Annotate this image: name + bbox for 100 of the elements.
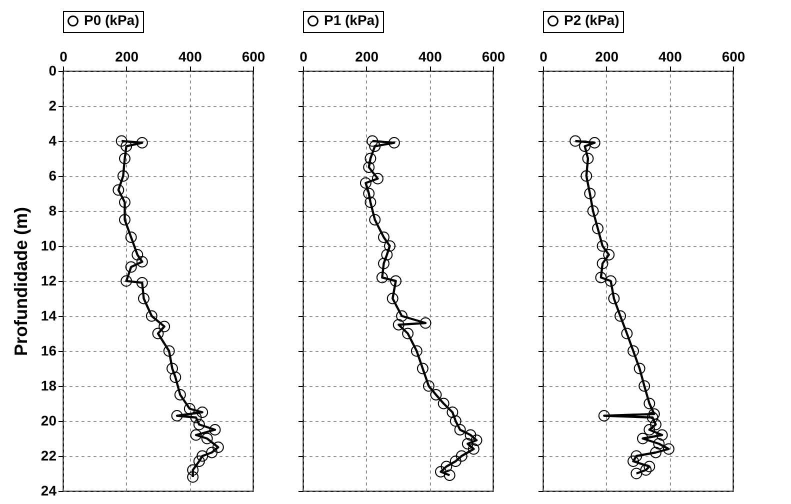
point [444,470,456,481]
point [193,456,205,467]
x-tick-label: 600 [722,48,746,64]
point [363,188,375,200]
point [171,410,183,422]
x-tick-label: 0 [300,48,308,64]
point [158,320,170,332]
legend-label: P2 (kPa) [564,12,620,28]
legend-label: P0 (kPa) [84,12,140,28]
point [644,460,656,472]
y-tick-label: 8 [48,202,57,218]
point [662,443,674,455]
point [628,345,639,357]
y-tick-label: 20 [40,412,57,428]
point [360,177,372,189]
point [152,328,164,340]
point [630,450,642,462]
point [376,272,388,284]
point [440,460,452,472]
point [598,410,610,422]
x-tick-label: 200 [115,48,139,64]
point [119,214,130,226]
point [634,362,646,374]
point [378,258,390,270]
point [410,345,422,357]
point [201,432,213,444]
y-tick-label: 24 [40,482,57,498]
point [621,328,633,340]
point [125,232,137,243]
point [422,380,434,392]
point [136,137,148,148]
point [438,398,450,410]
point [212,442,224,453]
point [116,135,128,147]
point [396,310,408,322]
x-tick-label: 400 [658,48,682,64]
point [386,292,398,304]
point [196,406,208,418]
x-tick-label: 0 [60,48,68,64]
point [119,152,130,164]
point [614,310,626,322]
x-tick-label: 400 [178,48,202,64]
point [381,249,393,260]
point [190,412,202,424]
point [656,429,668,441]
point [193,418,205,430]
point [450,415,462,427]
point [637,432,648,444]
point [592,222,604,234]
point [582,152,594,164]
point [184,403,196,414]
point [120,275,132,287]
point [470,434,482,446]
y-tick-label: 14 [40,308,57,324]
point [595,272,607,284]
y-tick-label: 18 [40,378,57,394]
point [119,196,130,208]
point [603,249,615,260]
x-tick-label: 400 [418,48,442,64]
point [630,468,642,480]
y-tick-label: 16 [40,342,57,358]
y-tick-label: 22 [40,448,57,464]
point [390,275,402,287]
point [464,429,476,441]
x-tick-label: 0 [540,48,548,64]
point [570,135,582,147]
point [644,398,656,410]
legend-label: P1 (kPa) [324,12,380,28]
point [416,362,428,374]
point [388,137,400,148]
point [402,328,414,340]
point [608,292,620,304]
point [430,389,442,400]
point [596,240,608,252]
point [638,380,650,392]
x-tick-label: 600 [482,48,506,64]
point [462,438,474,450]
point [190,429,202,441]
point [596,258,608,270]
point [454,424,466,436]
point [456,450,468,462]
point [112,184,124,196]
point [136,277,148,288]
point [166,362,178,374]
point [392,319,404,330]
point [196,450,208,462]
point [146,310,158,322]
point [580,170,592,182]
point [132,249,144,260]
point [446,406,458,418]
point [163,345,175,357]
point [364,152,376,164]
x-tick-label: 200 [595,48,619,64]
point [206,446,218,458]
point [648,408,660,420]
point [366,135,378,147]
point [435,466,446,478]
point [363,162,375,173]
y-tick-label: 6 [48,168,57,184]
point [420,317,432,329]
